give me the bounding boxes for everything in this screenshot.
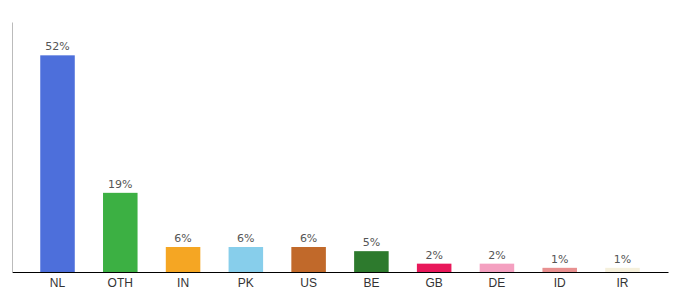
x-tick-label: NL — [50, 276, 66, 290]
data-label: 6% — [300, 232, 317, 245]
data-labels: 52% 19% 6% 6% 6% 5% 2% 2% 1% 1% — [45, 40, 631, 265]
data-label: 52% — [45, 40, 69, 53]
x-axis: NL OTH IN PK US BE GB DE ID IR — [13, 273, 669, 290]
plot: NL OTH IN PK US BE GB DE ID IR 52% 19% 6% 6% 6% 5% 2% 2% 1… — [13, 23, 669, 290]
x-tick: NL — [50, 276, 66, 290]
bar — [291, 247, 326, 272]
x-tick-label: IR — [616, 276, 628, 290]
y-axis — [12, 23, 13, 273]
data-label: 2% — [425, 249, 442, 262]
x-tick-label: GB — [425, 276, 442, 290]
bar — [166, 247, 201, 272]
bar — [542, 268, 577, 272]
x-tick: IR — [616, 276, 628, 290]
data-label: 19% — [108, 178, 132, 191]
bar — [480, 264, 515, 272]
bars — [40, 55, 640, 272]
bar — [103, 193, 138, 272]
x-tick-label: ID — [554, 276, 566, 290]
x-tick: BE — [363, 276, 379, 290]
x-tick: US — [300, 276, 317, 290]
bar — [40, 55, 75, 272]
x-tick-label: DE — [489, 276, 506, 290]
data-label: 5% — [363, 236, 380, 249]
data-label: 1% — [551, 253, 568, 266]
x-tick: IN — [177, 276, 189, 290]
data-label: 6% — [174, 232, 191, 245]
x-tick: OTH — [108, 276, 133, 290]
data-label: 2% — [488, 249, 505, 262]
x-tick-label: BE — [363, 276, 379, 290]
x-tick: PK — [238, 276, 254, 290]
y-axis-line — [12, 23, 13, 273]
data-label: 6% — [237, 232, 254, 245]
x-tick: DE — [489, 276, 506, 290]
data-label: 1% — [614, 253, 631, 266]
x-tick-label: PK — [238, 276, 254, 290]
bar — [605, 268, 640, 272]
x-tick: GB — [425, 276, 442, 290]
x-tick-label: IN — [177, 276, 189, 290]
x-axis-line — [13, 272, 669, 273]
bar — [354, 251, 389, 272]
x-tick-label: OTH — [108, 276, 133, 290]
x-tick: ID — [554, 276, 566, 290]
bar — [417, 264, 452, 272]
bar — [229, 247, 264, 272]
chart: NL OTH IN PK US BE GB DE ID IR 52% 19% 6% 6% 6% 5% 2% 2% 1… — [0, 0, 680, 300]
x-tick-label: US — [300, 276, 317, 290]
